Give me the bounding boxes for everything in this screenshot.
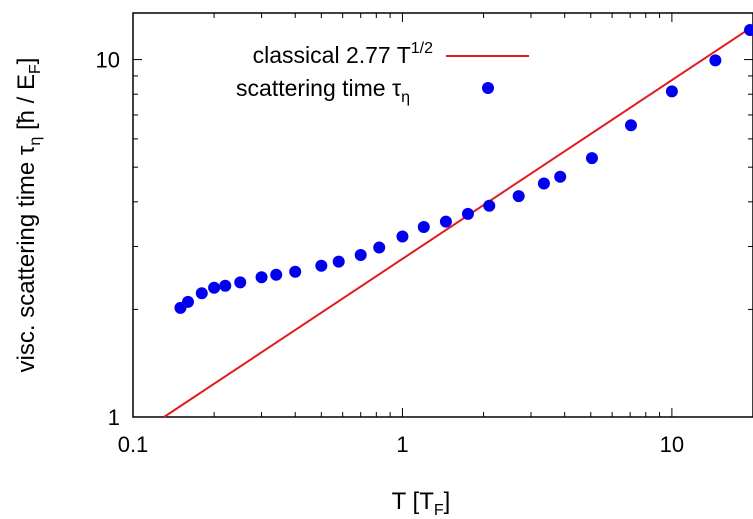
scattering-time-point [665, 85, 678, 98]
x-tick-label: 10 [660, 432, 684, 457]
x-tick-label: 1 [396, 432, 408, 457]
x-axis-label-main: T [T [392, 488, 435, 515]
scattering-time-point [624, 119, 637, 132]
y-axis-label-mid: [ħ / E [13, 74, 40, 137]
scattering-time-point [554, 170, 567, 183]
legend: classical 2.77 T1/2 scattering time τη [236, 40, 529, 106]
scattering-time-point [396, 230, 409, 243]
scattering-time-point [181, 295, 194, 308]
y-tick-label: 10 [96, 48, 120, 73]
x-axis-label: T [TF] [392, 488, 451, 519]
x-axis-label-sub: F [434, 502, 444, 519]
y-axis-label-end: ] [13, 58, 40, 65]
scattering-time-point [483, 199, 496, 212]
scattering-time-point [219, 279, 232, 292]
scattering-time-point [354, 248, 367, 261]
scattering-time-point [512, 190, 525, 203]
scattering-time-point [255, 271, 268, 284]
scattering-time-point [315, 259, 328, 272]
scattering-time-point [461, 207, 474, 220]
scattering-time-point [373, 241, 386, 254]
legend-label-scattering: scattering time τη [236, 75, 410, 106]
y-tick-label: 1 [108, 405, 120, 430]
y-axis-label-sub2: F [27, 64, 44, 74]
classical-fit-line [163, 25, 753, 418]
scattering-time-point [417, 221, 430, 234]
scattering-time-point [439, 215, 452, 228]
x-tick-label: 0.1 [118, 432, 149, 457]
scattering-time-point [332, 255, 345, 268]
scattering-time-point [585, 152, 598, 165]
data-series [163, 23, 753, 418]
y-axis-label-sub: η [27, 137, 44, 146]
scattering-time-point [289, 265, 302, 278]
x-axis-label-end: ] [444, 488, 451, 515]
plot-area [132, 12, 753, 418]
y-axis-label-main: visc. scattering time τ [13, 145, 40, 372]
scattering-time-point [709, 54, 722, 67]
scattering-time-point [270, 268, 283, 281]
legend-swatch-scattering [482, 82, 494, 94]
scattering-time-point [208, 281, 221, 294]
scattering-time-point [537, 177, 550, 190]
scattering-time-point [195, 287, 208, 300]
scattering-time-point [234, 276, 247, 289]
scattering-time-point [744, 23, 753, 36]
y-axis-label: visc. scattering time τη [ħ / EF] [13, 58, 44, 373]
legend-label-classical: classical 2.77 T1/2 [253, 40, 433, 68]
